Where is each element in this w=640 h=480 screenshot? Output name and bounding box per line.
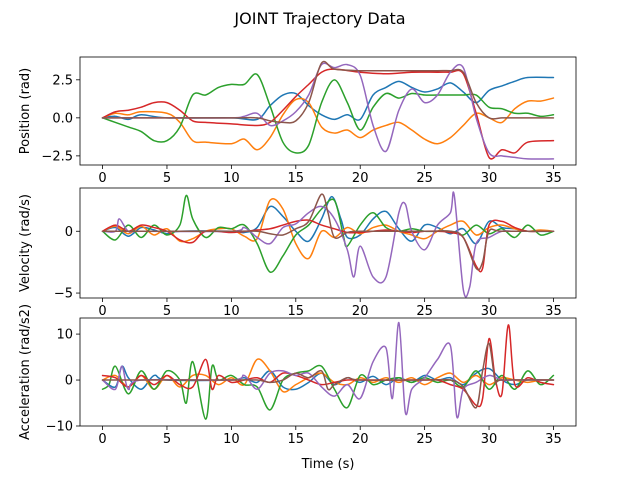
velocity-xtick-label: 25 — [416, 304, 433, 319]
position-axes-frame — [79, 56, 577, 166]
acceleration-xtick-label: 5 — [163, 432, 171, 447]
velocity-xtick-label: 30 — [481, 304, 498, 319]
velocity-series-line-2 — [101, 198, 555, 260]
position-axes: 0 5 10 15 20 25 30 35 −2.5 0.0 2.5 Position (rad) — [18, 56, 577, 186]
position-ytick-label: −2.5 — [41, 149, 73, 164]
acceleration-xtick-label: 15 — [288, 432, 305, 447]
position-series-line-5 — [101, 62, 555, 160]
acceleration-ylabel: Acceleration (rad/s2) — [18, 304, 33, 440]
figure-title: JOINT Trajectory Data — [233, 9, 405, 28]
velocity-axes: 0 5 10 15 20 25 30 35 −5 0 Velocity (rad/s) — [18, 187, 577, 319]
velocity-xtick-label: 0 — [98, 304, 106, 319]
position-xtick-label: 20 — [352, 171, 369, 186]
position-series-line-6 — [101, 60, 555, 124]
acceleration-xtick-label: 10 — [223, 432, 240, 447]
acceleration-xtick-label: 30 — [481, 432, 498, 447]
acceleration-ytick-label: −10 — [46, 420, 73, 435]
velocity-series-group — [101, 191, 555, 298]
position-series-line-4 — [101, 68, 555, 160]
velocity-xtick-label: 20 — [352, 304, 369, 319]
velocity-series-line-3 — [101, 194, 555, 273]
acceleration-ytick-label: 0 — [65, 374, 73, 389]
position-xtick-label: 25 — [416, 171, 433, 186]
acceleration-ytick-label: 10 — [56, 328, 73, 343]
velocity-ytick-label: 0 — [65, 225, 73, 240]
acceleration-series-line-1 — [101, 365, 555, 391]
position-xtick-label: 15 — [288, 171, 305, 186]
position-xtick-label: 5 — [163, 171, 171, 186]
position-ytick-label: 2.5 — [52, 73, 73, 88]
velocity-axes-frame — [79, 187, 577, 299]
position-series-line-3 — [101, 73, 555, 154]
velocity-ylabel: Velocity (rad/s) — [18, 194, 33, 292]
acceleration-xtick-label: 20 — [352, 432, 369, 447]
acceleration-xtick-label: 0 — [98, 432, 106, 447]
position-ytick-label: 0.0 — [52, 111, 73, 126]
position-xtick-label: 10 — [223, 171, 240, 186]
position-xtick-label: 0 — [98, 171, 106, 186]
velocity-xtick-label: 15 — [288, 304, 305, 319]
position-ylabel: Position (rad) — [18, 68, 33, 154]
velocity-ytick-label: −5 — [54, 287, 73, 302]
position-series-line-2 — [101, 97, 555, 151]
acceleration-axes-frame — [79, 317, 577, 427]
acceleration-xtick-label: 35 — [545, 432, 562, 447]
acceleration-series-line-3 — [101, 360, 555, 420]
velocity-xtick-label: 35 — [545, 304, 562, 319]
acceleration-series-line-6 — [101, 342, 555, 409]
position-xtick-label: 30 — [481, 171, 498, 186]
acceleration-series-group — [101, 321, 555, 420]
position-series-group — [101, 60, 555, 160]
velocity-xtick-label: 10 — [223, 304, 240, 319]
acceleration-xlabel: Time (s) — [301, 457, 355, 472]
velocity-xtick-label: 5 — [163, 304, 171, 319]
acceleration-axes: 0 5 10 15 20 25 30 35 −10 0 10 Acceleration (rad/s2… — [18, 304, 577, 472]
velocity-series-line-6 — [101, 193, 555, 271]
axes-root: 0 5 10 15 20 25 30 35 −2.5 0.0 2.5 Position (rad) 0 5… — [18, 56, 577, 472]
acceleration-xtick-label: 25 — [416, 432, 433, 447]
position-xtick-label: 35 — [545, 171, 562, 186]
